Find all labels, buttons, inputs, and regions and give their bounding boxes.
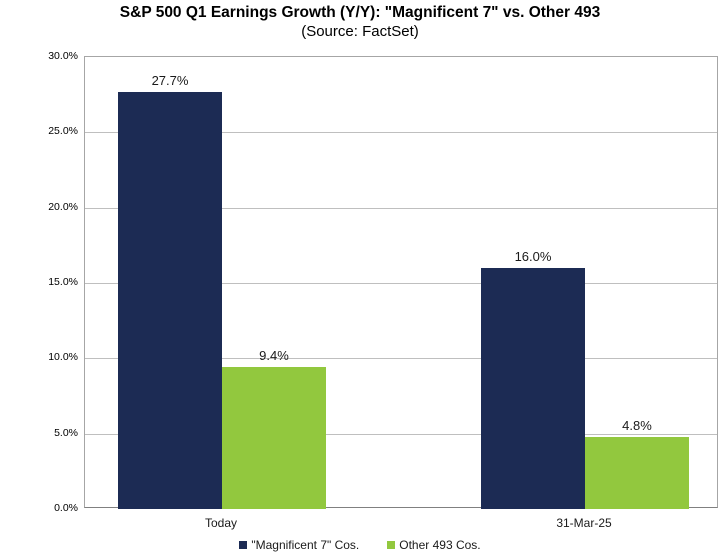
legend-label: "Magnificent 7" Cos. <box>251 538 360 552</box>
y-tick-label: 25.0% <box>48 125 78 137</box>
chart-subtitle: (Source: FactSet) <box>301 23 419 40</box>
legend-item-other493: Other 493 Cos. <box>387 538 481 552</box>
chart-title: S&P 500 Q1 Earnings Growth (Y/Y): "Magni… <box>119 4 601 21</box>
legend-swatch-icon <box>387 541 396 549</box>
x-category-label: Today <box>204 516 238 530</box>
y-tick-label: 5.0% <box>54 427 78 439</box>
legend-item-mag7: "Magnificent 7" Cos. <box>239 538 359 552</box>
legend-swatch-icon <box>239 541 248 549</box>
gridline <box>85 208 717 209</box>
bar-value-label: 9.4% <box>259 348 289 363</box>
plot-area: 27.7% 16.0% 9.4% 4.8% <box>84 56 718 509</box>
y-tick-label: 10.0% <box>48 351 78 363</box>
gridline <box>85 283 717 284</box>
legend: "Magnificent 7" Cos. Other 493 Cos. <box>0 538 720 552</box>
bar-value-label: 16.0% <box>514 249 552 264</box>
gridline <box>85 132 717 133</box>
y-tick-label: 15.0% <box>48 276 78 288</box>
bar-other493-0 <box>222 367 326 509</box>
bar-other493-1 <box>585 437 689 509</box>
bar-mag7-1 <box>481 268 585 509</box>
gridline <box>85 434 717 435</box>
gridline <box>85 358 717 359</box>
y-tick-label: 30.0% <box>48 50 78 62</box>
bar-value-label: 27.7% <box>151 73 189 88</box>
bar-mag7-0 <box>118 92 222 509</box>
bar-value-label: 4.8% <box>622 418 652 433</box>
legend-label: Other 493 Cos. <box>399 538 481 552</box>
x-category-label: 31-Mar-25 <box>556 516 612 530</box>
y-tick-label: 0.0% <box>54 502 78 514</box>
y-tick-label: 20.0% <box>48 201 78 213</box>
